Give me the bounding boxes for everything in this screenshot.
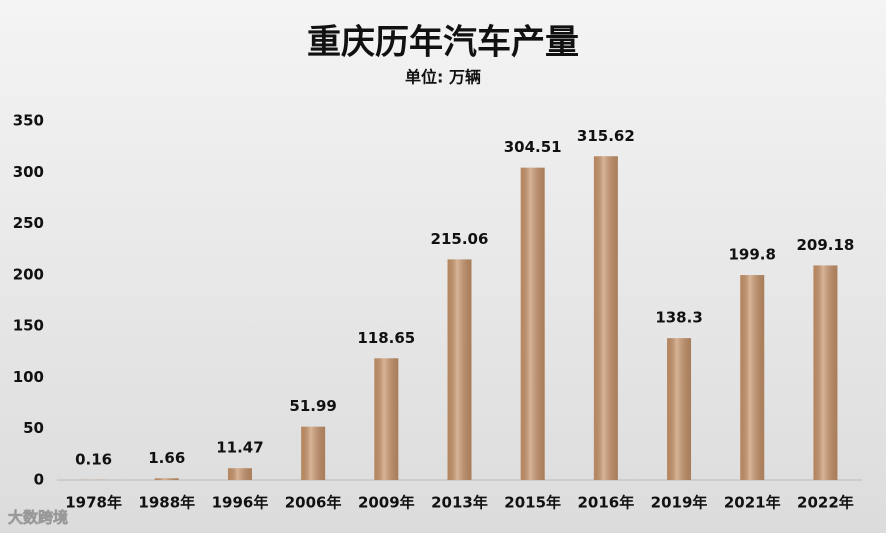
data-label: 1.66: [148, 449, 185, 467]
x-tick-label: 2015年: [504, 494, 561, 512]
x-tick-label: 1988年: [138, 494, 195, 512]
data-label: 315.62: [577, 127, 635, 145]
bar-shading: [813, 265, 838, 480]
y-tick-label: 100: [13, 368, 44, 386]
bar-shading: [154, 478, 179, 480]
bar-shading: [740, 275, 765, 480]
chart-subtitle: 单位: 万辆: [405, 68, 481, 87]
data-label: 199.8: [729, 246, 776, 264]
x-tick-label: 2006年: [285, 494, 342, 512]
x-tick-label: 1996年: [212, 494, 269, 512]
data-label: 118.65: [357, 329, 415, 347]
bar-shading: [593, 156, 618, 481]
y-tick-label: 250: [13, 214, 44, 232]
data-label: 51.99: [289, 397, 336, 415]
bar-shading: [374, 358, 399, 480]
x-tick-label: 2019年: [651, 494, 708, 512]
bar-shading: [301, 426, 326, 480]
y-tick-label: 150: [13, 317, 44, 335]
data-label: 215.06: [431, 230, 489, 248]
data-label: 304.51: [504, 138, 562, 156]
bar-shading: [667, 338, 692, 480]
y-tick-label: 0: [34, 471, 44, 489]
x-tick-label: 2021年: [724, 494, 781, 512]
bar-shading: [520, 167, 545, 481]
bar-shading: [227, 468, 252, 480]
watermark: 大数跨境: [8, 509, 68, 527]
x-tick-label: 2013年: [431, 494, 488, 512]
x-tick-label: 1978年: [65, 494, 122, 512]
y-tick-label: 50: [23, 419, 44, 437]
y-tick-label: 350: [13, 112, 44, 130]
data-label: 138.3: [655, 309, 702, 327]
x-tick-label: 2022年: [797, 494, 854, 512]
chart-title: 重庆历年汽车产量: [307, 23, 579, 63]
x-tick-label: 2016年: [577, 494, 634, 512]
data-label: 209.18: [796, 236, 854, 254]
x-tick-label: 2009年: [358, 494, 415, 512]
y-tick-label: 300: [13, 163, 44, 181]
data-label: 11.47: [216, 439, 263, 457]
y-tick-label: 200: [13, 265, 44, 283]
data-label: 0.16: [75, 450, 112, 468]
bar-shading: [447, 259, 472, 480]
